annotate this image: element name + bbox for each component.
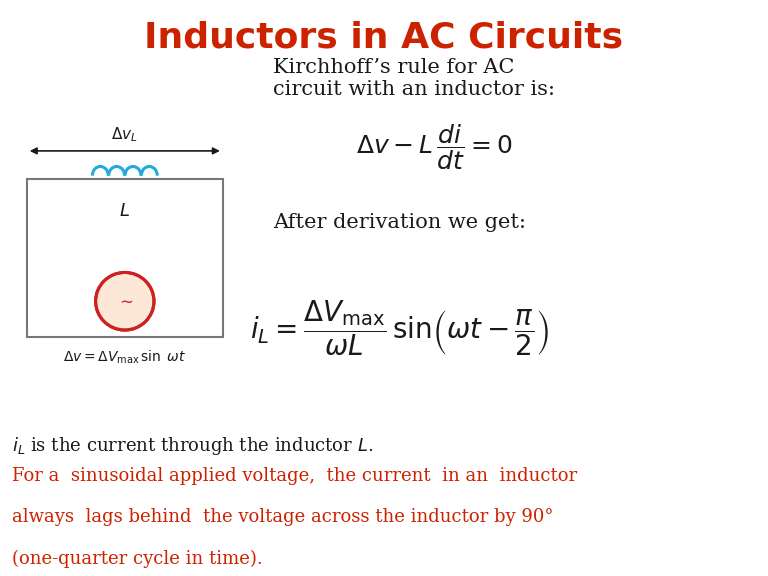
Text: (one-quarter cycle in time).: (one-quarter cycle in time). bbox=[12, 550, 262, 568]
Text: $\Delta v_L$: $\Delta v_L$ bbox=[111, 126, 138, 144]
Text: $\Delta v = \Delta V_{\mathrm{max}}\,\sin\;\omega t$: $\Delta v = \Delta V_{\mathrm{max}}\,\si… bbox=[63, 348, 187, 366]
Text: always  lags behind  the voltage across the inductor by 90°: always lags behind the voltage across th… bbox=[12, 508, 553, 526]
Text: $\sim$: $\sim$ bbox=[116, 292, 134, 310]
Text: Inductors in AC Circuits: Inductors in AC Circuits bbox=[144, 20, 624, 54]
Text: For a  sinusoidal applied voltage,  the current  in an  inductor: For a sinusoidal applied voltage, the cu… bbox=[12, 467, 577, 484]
Text: $i_L = \dfrac{\Delta V_{\mathrm{max}}}{\omega L}\,\sin\!\left(\omega t - \dfrac{: $i_L = \dfrac{\Delta V_{\mathrm{max}}}{\… bbox=[250, 298, 549, 358]
Text: After derivation we get:: After derivation we get: bbox=[273, 213, 525, 232]
Text: Kirchhoff’s rule for AC
circuit with an inductor is:: Kirchhoff’s rule for AC circuit with an … bbox=[273, 58, 554, 98]
Text: $i_L$ is the current through the inductor $L$.: $i_L$ is the current through the inducto… bbox=[12, 435, 372, 457]
Text: $\Delta v - L\,\dfrac{di}{dt} = 0$: $\Delta v - L\,\dfrac{di}{dt} = 0$ bbox=[356, 122, 512, 172]
Ellipse shape bbox=[96, 272, 154, 330]
Text: $L$: $L$ bbox=[119, 202, 131, 219]
